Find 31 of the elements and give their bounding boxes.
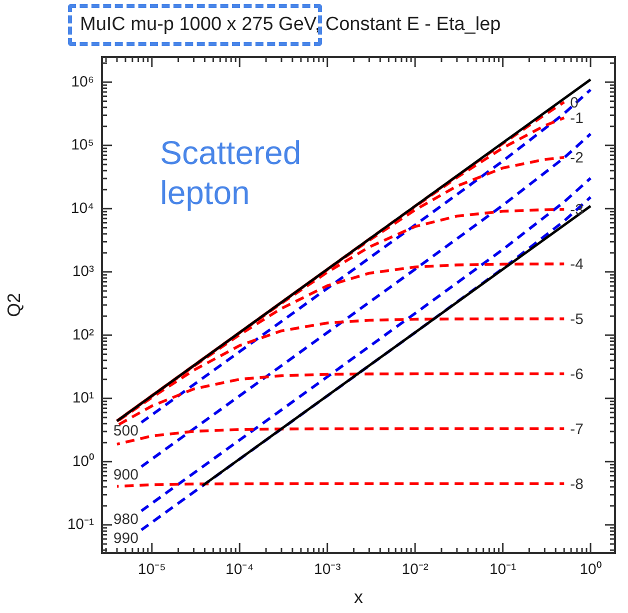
- x-tick-label: 10⁰: [580, 561, 602, 578]
- series-label: -8: [570, 476, 584, 493]
- x-tick-label: 10⁻¹: [489, 561, 516, 578]
- series-label: -2: [570, 150, 584, 167]
- x-axis-title: x: [354, 587, 363, 608]
- series-label: 0: [570, 94, 578, 112]
- series-label: 980: [113, 510, 138, 528]
- series-label: 500: [113, 422, 138, 440]
- y-tick-label: 10²: [72, 326, 94, 344]
- x-tick-label: 10⁻²: [402, 561, 428, 578]
- annotation: Scattered lepton: [160, 133, 302, 213]
- y-tick-label: 10³: [72, 263, 94, 280]
- x-tick-label: 10⁻⁵: [138, 561, 166, 578]
- y-tick-label: 10⁰: [72, 452, 94, 470]
- series-label: 900: [113, 466, 138, 484]
- chart-title: MuIC mu-p 1000 x 275 GeV,: [79, 13, 320, 37]
- series-label: -7: [570, 420, 584, 438]
- y-tick-label: 10⁴: [70, 200, 94, 217]
- y-tick-label: 10¹: [72, 390, 94, 407]
- x-tick-label: 10⁻³: [314, 561, 341, 578]
- series-label: 990: [113, 530, 138, 547]
- series-label: -6: [570, 366, 584, 383]
- y-tick-label: 10⁵: [71, 136, 94, 154]
- series-label: -1: [570, 110, 584, 127]
- y-tick-label: 10⁶: [71, 73, 94, 90]
- series-label: -5: [570, 310, 584, 328]
- y-axis-title: Q2: [4, 292, 24, 318]
- y-tick-label: 10⁻¹: [67, 516, 94, 534]
- series-label: -4: [570, 256, 584, 274]
- x-tick-label: 10⁻⁴: [226, 561, 254, 578]
- chart-subtitle: Constant E - Eta_lep: [325, 14, 501, 35]
